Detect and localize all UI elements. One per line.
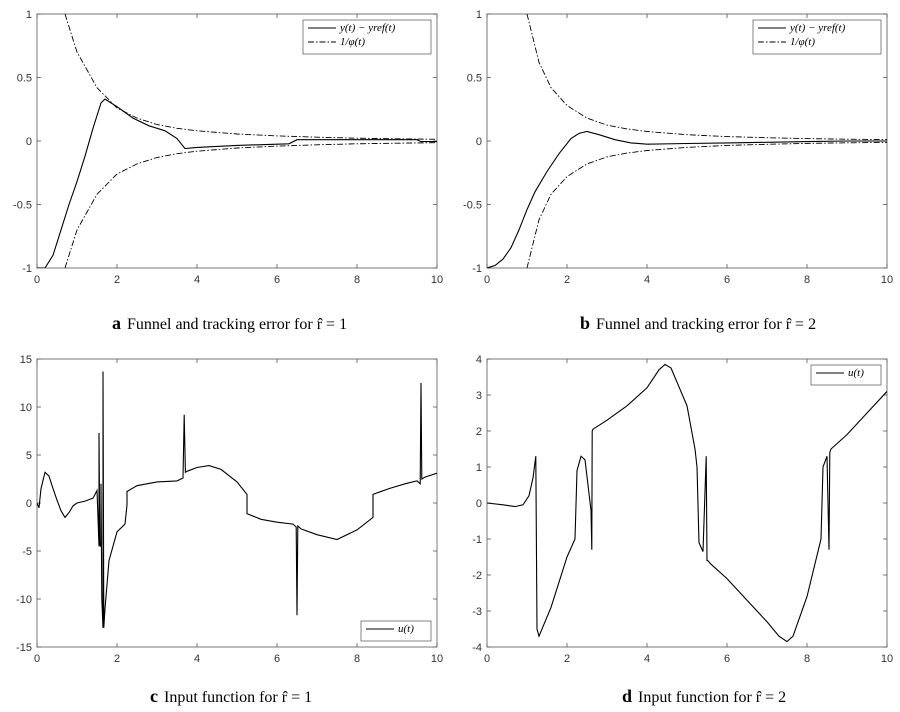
y-tick-label: 15: [20, 354, 32, 366]
x-tick-label: 8: [354, 274, 360, 286]
y-tick-label: -1: [472, 534, 482, 546]
x-tick-label: 0: [34, 653, 40, 665]
legend-label: y(t) − yref(t): [789, 22, 846, 34]
x-tick-label: 8: [804, 274, 810, 286]
caption-letter: a: [112, 313, 121, 333]
caption-c: c Input function for r̂ = 1: [150, 686, 312, 707]
plot-frame: [486, 358, 888, 648]
x-tick-label: 0: [484, 274, 490, 286]
x-tick-label: 4: [644, 653, 650, 665]
y-tick-label: -15: [16, 642, 32, 654]
x-tick-label: 4: [194, 653, 200, 665]
y-tick-label: 10: [20, 402, 32, 414]
x-tick-label: 4: [194, 274, 200, 286]
caption-letter: c: [150, 686, 158, 706]
x-tick-label: 2: [564, 274, 570, 286]
y-tick-label: -3: [472, 606, 482, 618]
y-tick-label: 1: [476, 9, 482, 21]
series-line: [487, 363, 887, 643]
series-line: [37, 371, 437, 628]
legend-box: [360, 620, 432, 642]
caption-d: d Input function for r̂ = 2: [622, 686, 786, 707]
y-tick-label: 0.5: [467, 73, 482, 85]
caption-text: Input function for r̂ = 1: [164, 689, 313, 706]
chart-c: 0 2 4 6 8 10 -15 -10 -5 0 5 10 15 u(t): [16, 354, 443, 665]
legend-label: y(t) − yref(t): [339, 22, 396, 34]
x-tick-label: 2: [114, 653, 120, 665]
y-tick-label: 0: [476, 136, 482, 148]
legend-label: u(t): [398, 623, 414, 635]
legend-label: 1/φ(t): [790, 36, 815, 48]
y-tick-label: 0: [476, 498, 482, 510]
chart-d: 0 2 4 6 8 10 -4 -3 -2 -1 0 1 2 3 4 u(t): [472, 354, 893, 665]
y-tick-label: 4: [476, 354, 482, 366]
x-tick-label: 0: [484, 653, 490, 665]
legend-box: [810, 364, 882, 386]
x-tick-label: 8: [354, 653, 360, 665]
x-tick-label: 2: [114, 274, 120, 286]
y-tick-label: -1: [22, 263, 32, 275]
y-tick-label: -0.5: [463, 200, 482, 212]
caption-b: b Funnel and tracking error for r̂ = 2: [580, 313, 816, 334]
y-tick-label: 1: [476, 462, 482, 474]
caption-letter: b: [580, 313, 591, 333]
y-tick-label: 3: [476, 390, 482, 402]
x-tick-label: 6: [274, 274, 280, 286]
y-tick-label: 1: [26, 9, 32, 21]
series-line-mirror: [64, 142, 437, 268]
series-line: [487, 130, 887, 268]
caption-a: a Funnel and tracking error for r̂ = 1: [112, 313, 347, 334]
series-line: [64, 14, 437, 140]
legend-box: [302, 19, 432, 55]
series-line-mirror: [526, 141, 887, 268]
y-tick-label: -4: [472, 642, 482, 654]
y-tick-label: -5: [22, 546, 32, 558]
y-tick-label: -2: [472, 570, 482, 582]
y-tick-label: 5: [26, 450, 32, 462]
x-tick-label: 6: [274, 653, 280, 665]
x-tick-label: 0: [34, 274, 40, 286]
y-tick-label: -10: [16, 594, 32, 606]
x-tick-label: 10: [881, 653, 893, 665]
caption-text: Funnel and tracking error for r̂ = 2: [596, 316, 817, 333]
caption-letter: d: [622, 686, 633, 706]
x-tick-label: 6: [724, 653, 730, 665]
legend-label: u(t): [848, 367, 864, 379]
x-tick-label: 8: [804, 653, 810, 665]
y-tick-label: 0: [26, 136, 32, 148]
chart-b: 0 2 4 6 8 10 -1 -0.5 0 0.5 1 y(t) − yref(t) 1/φ(t): [463, 9, 893, 286]
x-tick-label: 4: [644, 274, 650, 286]
y-tick-label: 0.5: [17, 73, 32, 85]
x-tick-label: 2: [564, 653, 570, 665]
series-line: [526, 14, 887, 141]
y-tick-label: -1: [472, 263, 482, 275]
y-tick-label: 0: [26, 498, 32, 510]
caption-text: Funnel and tracking error for r̂ = 1: [127, 316, 348, 333]
y-tick-label: 2: [476, 426, 482, 438]
x-tick-label: 10: [431, 653, 443, 665]
x-tick-label: 6: [724, 274, 730, 286]
y-tick-label: -0.5: [13, 200, 32, 212]
caption-text: Input function for r̂ = 2: [638, 689, 787, 706]
chart-a: 0 2 4 6 8 10 -1 -0.5 0 0.5 1 y(t) − yref(t) 1/φ(t): [13, 9, 443, 286]
legend-box: [752, 19, 882, 55]
series-line: [37, 98, 437, 268]
x-tick-label: 10: [431, 274, 443, 286]
legend-label: 1/φ(t): [340, 36, 365, 48]
x-tick-label: 10: [881, 274, 893, 286]
